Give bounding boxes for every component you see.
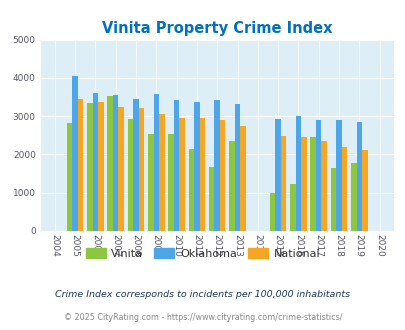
Bar [92,93,98,231]
Bar [361,150,367,231]
Bar [290,184,295,231]
Bar [330,168,335,231]
Bar [128,119,133,231]
Bar [199,118,205,231]
Bar [148,134,153,231]
Bar [118,107,124,231]
Bar [168,134,173,231]
Bar [356,122,361,231]
Bar [315,120,321,231]
Bar [229,141,234,231]
Title: Vinita Property Crime Index: Vinita Property Crime Index [102,21,332,36]
Bar [220,120,225,231]
Bar [72,76,78,231]
Bar [335,120,341,231]
Bar [280,136,286,231]
Bar [133,99,139,231]
Bar [240,126,245,231]
Bar [179,118,184,231]
Text: Crime Index corresponds to incidents per 100,000 inhabitants: Crime Index corresponds to incidents per… [55,290,350,299]
Bar [153,94,159,231]
Legend: Vinita, Oklahoma, National: Vinita, Oklahoma, National [81,244,324,263]
Bar [98,102,103,231]
Bar [107,96,113,231]
Bar [301,137,306,231]
Bar [173,100,179,231]
Bar [78,99,83,231]
Bar [139,108,144,231]
Bar [113,95,118,231]
Bar [159,114,164,231]
Bar [275,119,280,231]
Bar [188,149,194,231]
Bar [87,103,92,231]
Bar [310,137,315,231]
Bar [350,163,356,231]
Bar [67,123,72,231]
Bar [209,167,214,231]
Bar [321,141,326,231]
Bar [194,102,199,231]
Bar [295,116,301,231]
Bar [341,147,346,231]
Bar [269,193,275,231]
Bar [234,104,240,231]
Text: © 2025 CityRating.com - https://www.cityrating.com/crime-statistics/: © 2025 CityRating.com - https://www.city… [64,313,341,322]
Bar [214,100,220,231]
